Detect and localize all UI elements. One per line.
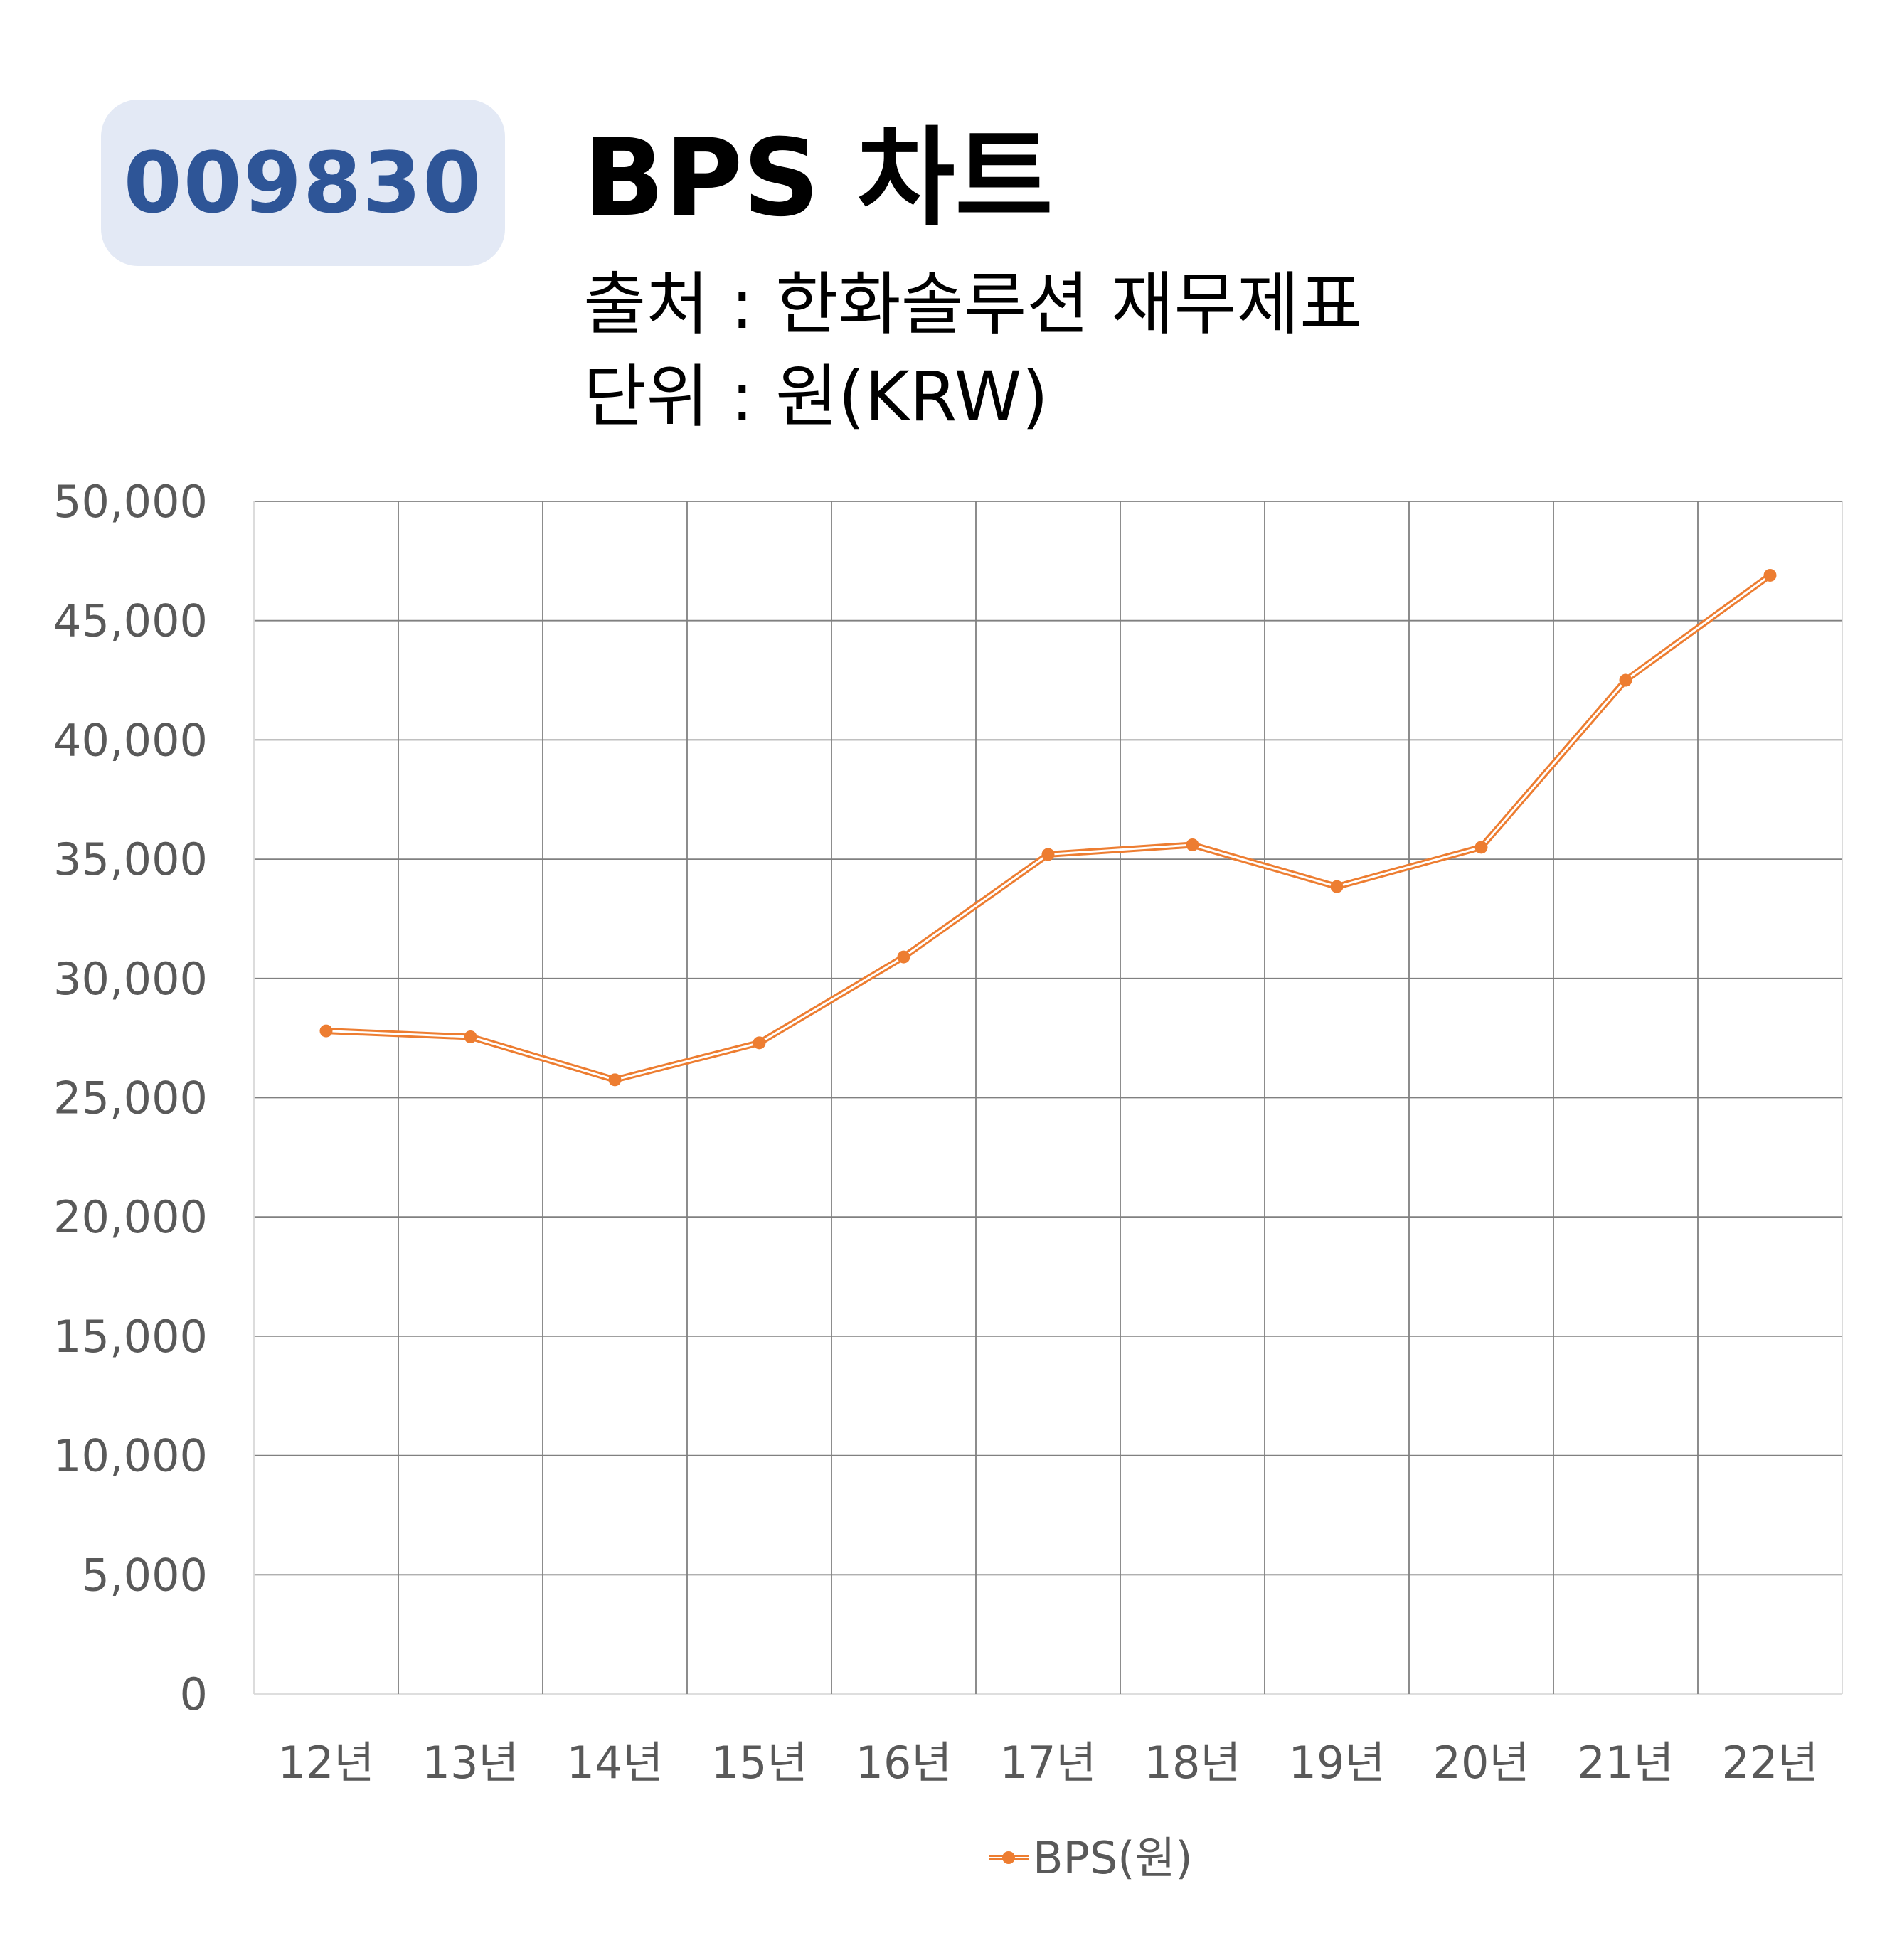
x-tick-label: 22년	[1722, 1737, 1819, 1789]
x-tick-label: 20년	[1433, 1737, 1530, 1789]
data-point	[608, 1073, 622, 1087]
y-tick-label: 50,000	[53, 476, 208, 528]
x-tick-label: 19년	[1289, 1737, 1386, 1789]
data-point	[464, 1030, 477, 1043]
x-tick-label: 21년	[1578, 1737, 1674, 1789]
y-tick-label: 15,000	[53, 1311, 208, 1363]
x-tick-label: 17년	[1000, 1737, 1097, 1789]
x-tick-label: 12년	[278, 1737, 375, 1789]
y-tick-label: 0	[180, 1668, 208, 1720]
y-tick-label: 5,000	[82, 1549, 208, 1601]
page-title: BPS 차트	[583, 117, 1053, 240]
legend-point-marker	[1002, 1851, 1015, 1864]
y-tick-label: 40,000	[53, 714, 208, 766]
y-tick-label: 10,000	[53, 1430, 208, 1482]
y-axis-tick-labels: 0 5,000 10,000 15,000 20,000 25,000 30,000 35,0…	[53, 476, 208, 1720]
data-point	[319, 1024, 333, 1038]
x-tick-label: 14년	[567, 1737, 664, 1789]
x-tick-label: 16년	[856, 1737, 952, 1789]
data-point	[1619, 673, 1632, 687]
data-point	[897, 950, 910, 964]
grid-lines	[253, 501, 1843, 1695]
legend: BPS(원)	[989, 1832, 1193, 1884]
stock-code-badge: 009830	[101, 100, 505, 266]
data-point	[753, 1036, 766, 1050]
data-point	[1330, 880, 1344, 893]
y-tick-label: 30,000	[53, 953, 208, 1005]
x-axis-tick-labels: 12년 13년 14년 15년 16년 17년 18년 19년 20년 21년 22년	[278, 1737, 1819, 1789]
x-tick-label: 18년	[1144, 1737, 1241, 1789]
source-caption: 출처 : 한화솔루션 재무제표	[583, 265, 1363, 344]
data-point	[1186, 838, 1199, 851]
y-tick-label: 20,000	[53, 1191, 208, 1243]
series-bps	[319, 568, 1777, 1087]
y-tick-label: 35,000	[53, 833, 208, 885]
y-tick-label: 45,000	[53, 595, 208, 647]
x-tick-label: 13년	[423, 1737, 519, 1789]
data-point	[1763, 568, 1777, 582]
legend-label: BPS(원)	[1033, 1832, 1193, 1884]
y-tick-label: 25,000	[53, 1072, 208, 1124]
unit-caption: 단위 : 원(KRW)	[583, 357, 1048, 437]
data-point	[1474, 841, 1488, 854]
data-point	[1041, 848, 1055, 861]
x-tick-label: 15년	[711, 1737, 808, 1789]
